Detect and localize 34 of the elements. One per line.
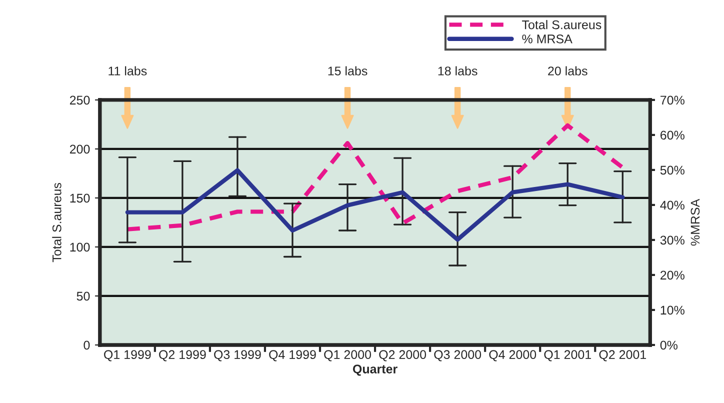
y2-tick-label: 40%	[660, 200, 684, 210]
x-tick-label: Q3 1999	[214, 350, 261, 362]
text: 15 labs	[328, 66, 368, 76]
y-tick-label: 150	[70, 194, 90, 203]
text: 20 labs	[548, 66, 588, 76]
y2-tick-label: 20%	[660, 270, 684, 280]
y2-tick-label: 50%	[660, 166, 684, 175]
y2-tick-label: 30%	[660, 236, 684, 245]
text: 18 labs	[438, 66, 478, 76]
y2-tick-label: 70%	[660, 96, 684, 105]
y2-tick-label: 0%	[660, 340, 678, 350]
y2-tick-label: 60%	[660, 130, 684, 140]
x-tick-label: Q4 2000	[489, 350, 536, 362]
y-tick-label: 250	[70, 96, 90, 105]
x-axis-title: Quarter	[352, 364, 398, 376]
legend-label: % MRSA	[522, 34, 572, 44]
y-tick-label: 200	[70, 144, 90, 154]
x-tick-label: Q1 1999	[104, 350, 151, 362]
x-tick-label: Q4 1999	[269, 350, 316, 362]
y-tick-label: 50	[76, 292, 90, 301]
y-tick-label: 0	[84, 340, 90, 350]
y-axis-title: Total S.aureus	[52, 182, 62, 262]
x-tick-label: Q2 2001	[599, 350, 646, 362]
y2-axis-title: %MRSA	[690, 198, 700, 246]
y2-tick-label: 10%	[660, 306, 684, 315]
x-tick-label: Q2 1999	[159, 350, 206, 362]
x-tick-label: Q3 2000	[434, 350, 482, 362]
line-series	[125, 168, 625, 242]
y-tick-label: 100	[70, 242, 90, 252]
x-tick-label: Q2 2000	[379, 350, 426, 362]
x-tick-label: Q1 2000	[324, 350, 372, 362]
legend-label: Total S.aureus	[522, 20, 602, 30]
x-tick-label: Q1 2001	[544, 350, 591, 362]
text: 11 labs	[108, 66, 147, 76]
